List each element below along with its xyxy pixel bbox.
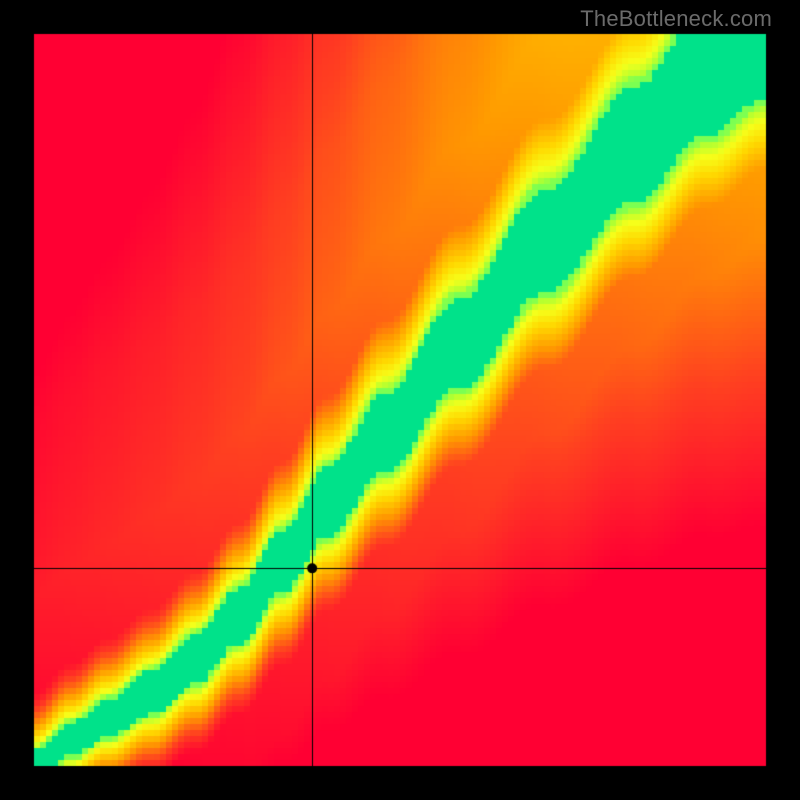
- chart-container: TheBottleneck.com: [0, 0, 800, 800]
- bottleneck-heatmap-canvas: [0, 0, 800, 800]
- watermark-text: TheBottleneck.com: [580, 6, 772, 32]
